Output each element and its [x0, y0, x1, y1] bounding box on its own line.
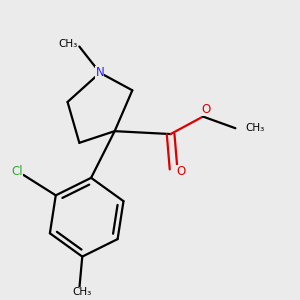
- Text: CH₃: CH₃: [73, 286, 92, 297]
- Text: O: O: [201, 103, 211, 116]
- Text: CH₃: CH₃: [58, 39, 77, 49]
- Text: Cl: Cl: [12, 166, 23, 178]
- Text: CH₃: CH₃: [246, 123, 265, 133]
- Text: O: O: [176, 166, 185, 178]
- Text: N: N: [96, 66, 104, 79]
